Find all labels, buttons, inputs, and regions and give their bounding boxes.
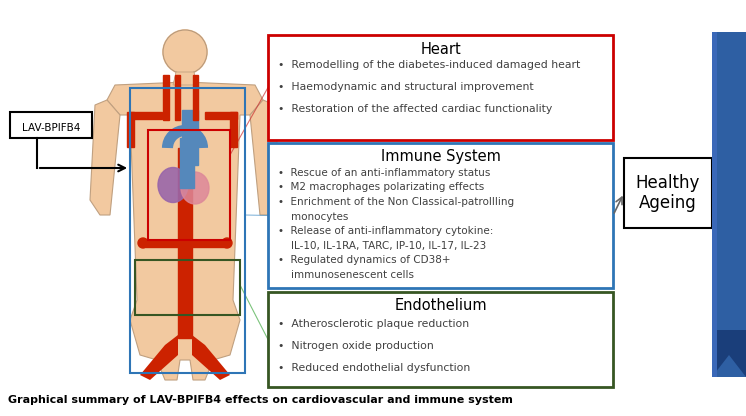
- Text: •  Regulated dynamics of CD38+: • Regulated dynamics of CD38+: [278, 255, 451, 265]
- Bar: [230, 112, 237, 147]
- Bar: [268, 143, 613, 288]
- Bar: [135, 260, 240, 315]
- Text: IL-10, IL-1RA, TARC, IP-10, IL-17, IL-23: IL-10, IL-1RA, TARC, IP-10, IL-17, IL-23: [278, 240, 486, 250]
- Text: Heart: Heart: [420, 42, 461, 57]
- Text: •  Remodelling of the diabetes-induced damaged heart: • Remodelling of the diabetes-induced da…: [278, 60, 580, 70]
- Text: •  Enrichment of the Non Classical-patrollling: • Enrichment of the Non Classical-patrol…: [278, 197, 514, 207]
- Bar: [130, 88, 245, 373]
- Text: •  Restoration of the affected cardiac functionality: • Restoration of the affected cardiac fu…: [278, 104, 552, 114]
- Bar: [163, 75, 169, 120]
- Text: •  M2 macrophages polarizating effects: • M2 macrophages polarizating effects: [278, 183, 484, 193]
- Circle shape: [138, 238, 148, 248]
- Text: •  Reduced endothelial dysfunction: • Reduced endothelial dysfunction: [278, 363, 470, 373]
- Polygon shape: [712, 330, 746, 377]
- Bar: [268, 35, 613, 140]
- Bar: [192, 240, 225, 247]
- Text: Immune System: Immune System: [380, 149, 501, 164]
- Text: •  Release of anti-inflammatory cytokine:: • Release of anti-inflammatory cytokine:: [278, 226, 493, 236]
- Bar: [145, 240, 178, 247]
- Circle shape: [222, 238, 232, 248]
- Polygon shape: [250, 100, 280, 215]
- Text: LAV-BPIFB4: LAV-BPIFB4: [22, 123, 80, 133]
- Bar: [127, 112, 134, 147]
- Text: •  Rescue of an anti-inflammatory status: • Rescue of an anti-inflammatory status: [278, 168, 490, 178]
- Text: Endothelium: Endothelium: [394, 299, 487, 314]
- Polygon shape: [173, 72, 197, 85]
- Bar: [175, 75, 180, 120]
- Bar: [10, 112, 92, 138]
- Polygon shape: [107, 82, 263, 380]
- Circle shape: [163, 30, 207, 74]
- Text: •  Haemodynamic and structural improvement: • Haemodynamic and structural improvemen…: [278, 82, 533, 92]
- Bar: [193, 75, 198, 120]
- Bar: [178, 148, 192, 338]
- Bar: [624, 158, 712, 228]
- Bar: [712, 32, 746, 377]
- Bar: [182, 110, 198, 165]
- Text: Graphical summary of LAV-BPIFB4 effects on cardiovascular and immune system: Graphical summary of LAV-BPIFB4 effects …: [8, 395, 513, 405]
- Bar: [180, 138, 194, 188]
- Text: •  Nitrogen oxide production: • Nitrogen oxide production: [278, 341, 433, 351]
- Ellipse shape: [158, 168, 188, 203]
- Ellipse shape: [181, 172, 209, 204]
- Bar: [130, 112, 162, 119]
- Polygon shape: [90, 100, 120, 215]
- Bar: [268, 292, 613, 387]
- Text: Healthy
Ageing: Healthy Ageing: [636, 173, 700, 213]
- Text: immunosenescent cells: immunosenescent cells: [278, 270, 414, 280]
- Text: monocytes: monocytes: [278, 211, 348, 221]
- Polygon shape: [140, 335, 178, 380]
- Bar: [148, 130, 230, 240]
- Polygon shape: [192, 335, 230, 380]
- Bar: [205, 112, 237, 119]
- Text: •  Atherosclerotic plaque reduction: • Atherosclerotic plaque reduction: [278, 319, 469, 329]
- Bar: [712, 32, 717, 377]
